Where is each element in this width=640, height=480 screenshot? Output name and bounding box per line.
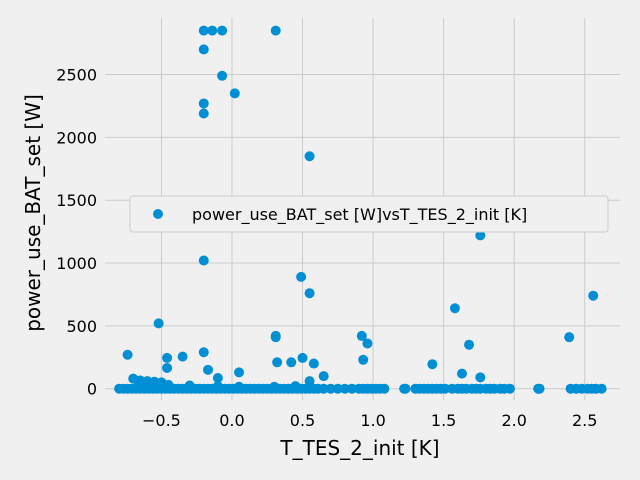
data-point: [177, 351, 188, 362]
data-point: [234, 367, 245, 378]
data-point: [270, 332, 281, 343]
data-point: [304, 376, 315, 387]
data-point: [346, 383, 357, 394]
data-point: [217, 25, 228, 36]
data-point: [318, 383, 329, 394]
legend-label: power_use_BAT_set [W]vsT_TES_2_init [K]: [192, 205, 527, 225]
data-point: [427, 359, 438, 370]
data-point: [122, 349, 133, 360]
data-point: [207, 25, 218, 36]
data-point: [588, 290, 599, 301]
data-point: [198, 25, 209, 36]
data-point: [212, 373, 223, 384]
data-point: [198, 347, 209, 358]
x-tick-label: 0.0: [219, 411, 244, 430]
data-point: [400, 383, 411, 394]
data-point: [272, 357, 283, 368]
data-point: [456, 368, 467, 379]
legend: power_use_BAT_set [W]vsT_TES_2_init [K]: [129, 195, 609, 233]
data-point: [296, 271, 307, 282]
data-point: [339, 383, 350, 394]
legend-box: [129, 195, 609, 233]
data-point: [379, 383, 390, 394]
data-point: [198, 98, 209, 109]
data-point: [475, 372, 486, 383]
x-tick-label: 1.5: [431, 411, 456, 430]
y-tick-label: 1500: [56, 191, 97, 210]
data-point: [153, 318, 164, 329]
data-point: [356, 330, 367, 341]
data-point: [203, 364, 213, 375]
data-point: [304, 288, 315, 299]
data-point: [217, 70, 228, 81]
legend-marker: [153, 209, 163, 219]
data-point: [198, 44, 209, 55]
data-point: [297, 352, 308, 363]
data-point: [162, 362, 173, 373]
x-tick-label: 2.0: [501, 411, 526, 430]
y-tick-label: 0: [87, 380, 97, 399]
y-axis-label: power_use_BAT_set [W]: [21, 94, 45, 332]
data-point: [564, 332, 575, 343]
data-point: [229, 88, 240, 99]
data-point: [449, 303, 460, 314]
data-point: [198, 255, 209, 266]
x-tick-label: 0.5: [290, 411, 315, 430]
data-point: [362, 338, 373, 349]
data-points: [114, 25, 607, 394]
data-point: [358, 354, 369, 365]
y-tick-label: 2500: [56, 66, 97, 85]
y-tick-label: 2000: [56, 128, 97, 147]
data-point: [325, 383, 336, 394]
tick-labels: −0.5 0.0 0.5 1.0 1.5 2.0 2.5 0 500 1000 1500 2000 25…: [56, 66, 597, 430]
data-point: [596, 383, 607, 394]
x-tick-label: 1.0: [360, 411, 385, 430]
x-axis-label: T_TES_2_init [K]: [279, 436, 439, 460]
data-point: [286, 357, 297, 368]
data-point: [534, 383, 545, 394]
data-point: [440, 383, 451, 394]
data-point: [464, 339, 475, 350]
x-tick-label: −0.5: [142, 411, 181, 430]
data-point: [308, 358, 319, 369]
data-point: [162, 352, 173, 363]
data-point: [332, 383, 343, 394]
data-point: [504, 383, 515, 394]
data-point: [198, 108, 209, 119]
data-point: [475, 230, 486, 241]
x-tick-label: 2.5: [572, 411, 597, 430]
y-tick-label: 500: [66, 317, 97, 336]
data-point: [318, 371, 329, 382]
data-point: [304, 151, 315, 162]
y-tick-label: 1000: [56, 254, 97, 273]
data-point: [270, 25, 281, 36]
